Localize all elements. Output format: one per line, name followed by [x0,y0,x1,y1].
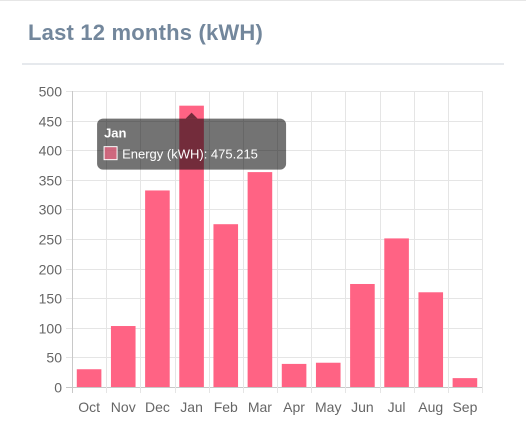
y-tick-label: 200 [39,262,63,278]
panel-title: Last 12 months (kWH) [28,20,264,45]
x-tick-label: Jan [180,399,203,415]
x-tick-label: Oct [78,399,100,415]
y-tick-label: 400 [39,143,63,159]
axes: 0 50 100 150 200 250 300 350 400 450 500 Oct Nov Dec J… [39,84,478,416]
bar-dec[interactable] [145,190,170,387]
tooltip-label: Energy (kWH): 475.215 [122,147,258,162]
x-tick-label: May [315,399,341,415]
tooltip-swatch [103,146,118,161]
tooltip-caret [185,112,198,119]
bar-feb[interactable] [213,224,239,387]
x-tick-label: Mar [248,399,272,415]
x-tick-label: Nov [111,399,136,415]
bar-may[interactable] [315,362,341,387]
tooltip-title: Jan [104,126,126,141]
y-tick-label: 250 [39,232,63,248]
x-tick-label: Feb [214,399,238,415]
bar-jun[interactable] [350,283,375,387]
x-tick-label: Jun [351,399,374,415]
bar-aug[interactable] [418,292,444,387]
y-tick-label: 350 [39,173,63,189]
y-tick-label: 150 [39,291,63,307]
bar-jul[interactable] [384,238,409,387]
bar-nov[interactable] [110,326,136,387]
bar-mar[interactable] [247,172,273,387]
y-tick-label: 500 [39,84,63,100]
bar-sep[interactable] [452,378,478,387]
y-tick-label: 50 [46,350,62,366]
y-tick-label: 450 [39,114,63,130]
y-tick-label: 300 [39,202,63,218]
panel-top-border [0,0,526,1]
x-tick-label: Sep [452,399,477,415]
x-tick-label: Jul [388,399,406,415]
x-tick-label: Apr [283,399,305,415]
tooltip: Jan Energy (kWH): 475.215 [97,112,287,170]
tooltip-box [97,118,287,170]
x-tick-label: Dec [145,399,170,415]
y-tick-label: 100 [39,321,63,337]
grid [66,91,483,393]
x-tick-label: Aug [418,399,443,415]
y-tick-label: 0 [54,380,62,396]
title-divider [22,63,504,65]
bar-apr[interactable] [281,363,307,387]
bar-oct[interactable] [76,369,102,387]
